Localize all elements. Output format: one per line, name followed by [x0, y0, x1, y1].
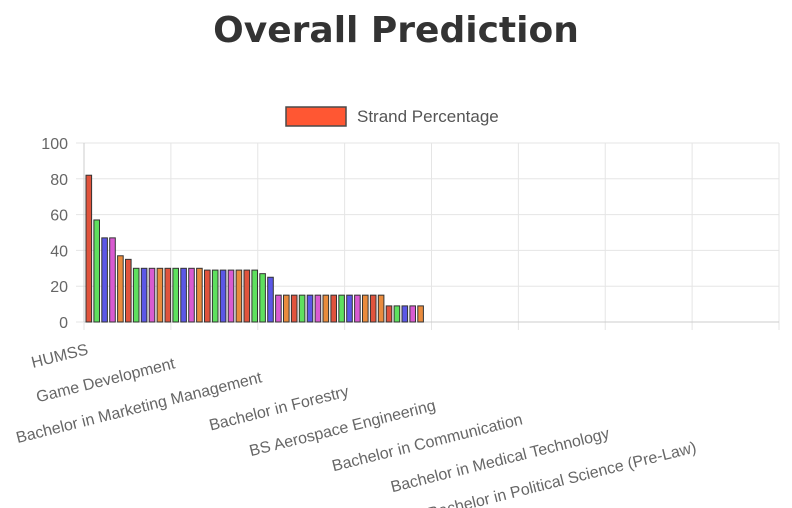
- legend-swatch[interactable]: [285, 106, 347, 127]
- bar[interactable]: [283, 294, 290, 323]
- y-tick-label: 0: [59, 315, 68, 332]
- bar[interactable]: [267, 276, 274, 323]
- bar[interactable]: [377, 294, 385, 323]
- bar[interactable]: [196, 267, 203, 323]
- bar[interactable]: [211, 269, 219, 323]
- bar[interactable]: [385, 305, 393, 323]
- bar[interactable]: [409, 305, 416, 323]
- y-axis-ticks: 0 20 40 60 80 100: [41, 136, 68, 332]
- bar[interactable]: [393, 305, 401, 323]
- y-tick-label: 20: [50, 279, 68, 296]
- bar[interactable]: [188, 267, 195, 323]
- bars: [85, 174, 424, 323]
- bar[interactable]: [314, 294, 322, 323]
- bar[interactable]: [322, 294, 330, 323]
- bar[interactable]: [132, 267, 140, 323]
- bar[interactable]: [172, 267, 179, 323]
- bar[interactable]: [417, 305, 424, 323]
- bar[interactable]: [109, 237, 116, 323]
- bar[interactable]: [243, 269, 251, 323]
- bar[interactable]: [117, 255, 124, 323]
- bar[interactable]: [306, 294, 314, 323]
- x-tick-label: HUMSS: [30, 341, 90, 371]
- bar[interactable]: [156, 267, 164, 323]
- bar[interactable]: [362, 294, 369, 323]
- legend[interactable]: Strand Percentage: [285, 106, 499, 127]
- bar[interactable]: [148, 267, 156, 323]
- bar[interactable]: [125, 258, 132, 323]
- bar[interactable]: [401, 305, 409, 323]
- bar[interactable]: [235, 269, 243, 323]
- bar[interactable]: [354, 294, 361, 323]
- bar[interactable]: [180, 267, 187, 323]
- bar[interactable]: [140, 267, 148, 323]
- bar[interactable]: [259, 273, 266, 323]
- bar[interactable]: [101, 237, 108, 323]
- y-tick-label: 40: [50, 243, 68, 260]
- page-title: Overall Prediction: [213, 10, 579, 51]
- bar[interactable]: [346, 294, 353, 323]
- bar[interactable]: [219, 269, 227, 323]
- bar[interactable]: [85, 174, 93, 323]
- bar[interactable]: [369, 294, 377, 323]
- bar[interactable]: [330, 294, 337, 323]
- bar[interactable]: [93, 219, 101, 323]
- bar[interactable]: [290, 294, 298, 323]
- y-tick-label: 80: [50, 172, 68, 189]
- bar[interactable]: [227, 269, 235, 323]
- bar[interactable]: [204, 269, 211, 323]
- bar[interactable]: [164, 267, 172, 323]
- y-tick-label: 60: [50, 208, 68, 225]
- bar[interactable]: [298, 294, 306, 323]
- bar[interactable]: [251, 269, 258, 323]
- y-tick-label: 100: [41, 136, 68, 153]
- bar[interactable]: [338, 294, 345, 323]
- bar[interactable]: [275, 294, 282, 323]
- legend-label[interactable]: Strand Percentage: [357, 107, 499, 126]
